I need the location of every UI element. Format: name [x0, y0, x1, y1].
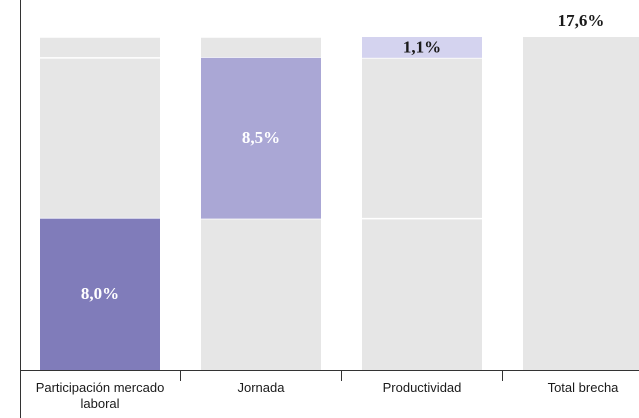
- value-label: 8,0%: [81, 284, 119, 303]
- x-tick-label: Productividad: [382, 380, 462, 395]
- x-tick-label: Jornada: [237, 380, 285, 395]
- value-label: 8,5%: [242, 128, 280, 147]
- x-tick-label: Participación mercado laboral: [35, 380, 165, 411]
- value-label: 1,1%: [403, 37, 441, 56]
- x-tick-label: Total brecha: [547, 380, 619, 395]
- bar: [523, 37, 639, 370]
- bar: [201, 57, 321, 219]
- value-label: 17,6%: [558, 11, 605, 30]
- bar: [40, 218, 160, 370]
- bar: [362, 37, 482, 58]
- column-background: [362, 37, 482, 370]
